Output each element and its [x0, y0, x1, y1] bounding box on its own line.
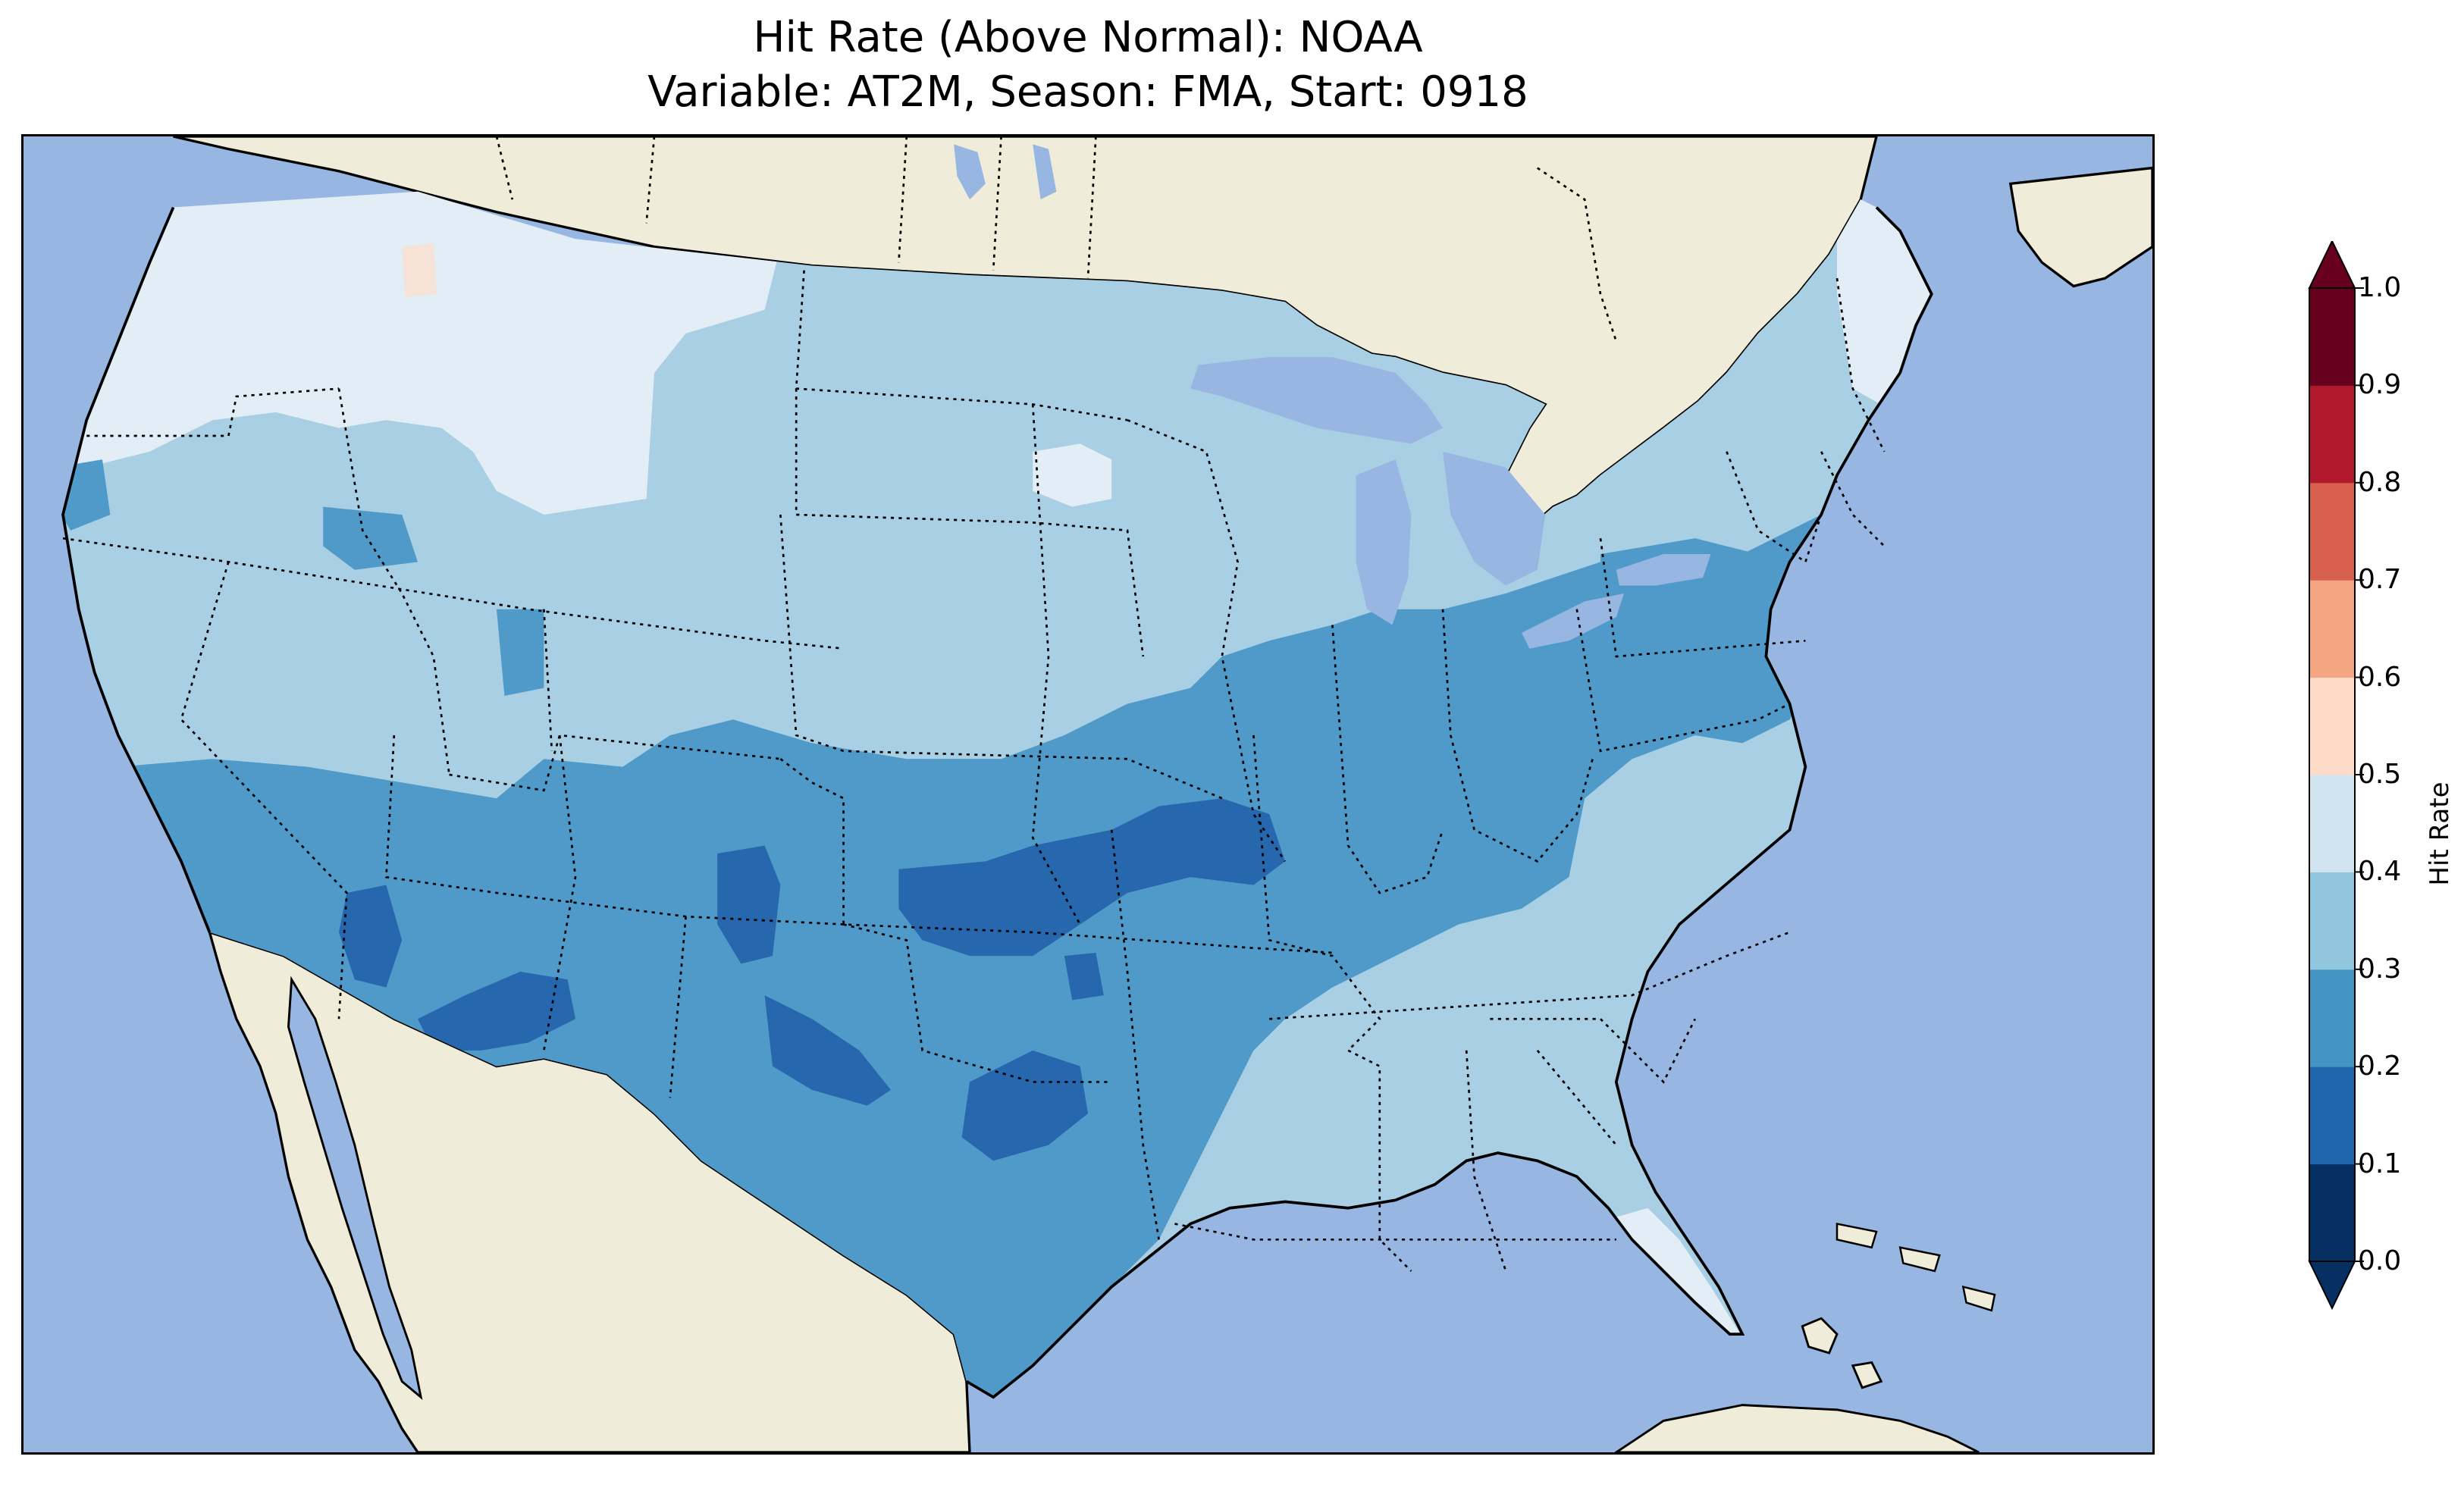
map-title: Hit Rate (Above Normal): NOAA Variable: … [21, 11, 2155, 120]
colorbar-tick-label: 0.0 [2358, 1245, 2402, 1276]
zone-az-nm-border [418, 971, 575, 1051]
lake-superior [1190, 357, 1443, 444]
colorbar-tick-label: 0.7 [2358, 564, 2402, 596]
colorbar-bin-9 [2309, 288, 2355, 386]
colorbar-tick-label: 0.3 [2358, 953, 2402, 985]
zone-az-se [339, 885, 403, 988]
zone-idaho-spot [323, 506, 418, 570]
title-line-2: Variable: AT2M, Season: FMA, Start: 0918 [647, 67, 1528, 117]
zone-central-texas [961, 1050, 1088, 1161]
zone-west-texas [764, 995, 891, 1106]
colorbar-bin-1 [2309, 1066, 2355, 1165]
colorbar-bin-8 [2309, 385, 2355, 484]
colorbar-tick-label: 0.1 [2358, 1148, 2402, 1179]
maritimes-land [2008, 166, 2152, 288]
colorbar-bin-5 [2309, 677, 2355, 775]
colorbar-tick-label: 0.6 [2358, 661, 2402, 693]
zone-ok-ar [898, 798, 1285, 957]
zone-ne-dakota-spot [1033, 443, 1112, 507]
colorbar-tick-label: 0.5 [2358, 759, 2402, 790]
zone-montana-spot [402, 243, 437, 298]
colorbar-tick-label: 0.9 [2358, 369, 2402, 401]
colorbar-bin-2 [2309, 969, 2355, 1067]
bahamas-land [1801, 1317, 1883, 1389]
title-line-1: Hit Rate (Above Normal): NOAA [753, 13, 1423, 62]
colorbar-bin-7 [2309, 482, 2355, 581]
colorbar-tick-label: 0.8 [2358, 466, 2402, 498]
colorbar-tick-label: 1.0 [2358, 272, 2402, 303]
colorbar-bin-4 [2309, 775, 2355, 872]
state-borders [62, 136, 1886, 1272]
colorbar-under-triangle [2308, 1261, 2356, 1311]
cuba-land [1614, 1404, 1980, 1452]
colorbar-bin-6 [2309, 580, 2355, 678]
colorbar [2308, 241, 2364, 1311]
colorbar-tick-label: 0.4 [2358, 856, 2402, 888]
lake-erie [1522, 593, 1625, 649]
baja-gulf [287, 976, 423, 1400]
colorbar-label: Hit Rate [2425, 781, 2455, 886]
lake-ontario [1616, 553, 1711, 586]
lake-huron [1443, 451, 1546, 586]
lake-michigan [1356, 459, 1412, 625]
map-panel [21, 134, 2155, 1455]
colorbar-tick-label: 0.2 [2358, 1051, 2402, 1082]
map-canvas [24, 136, 2152, 1452]
colorbar-bin-0 [2309, 1164, 2355, 1262]
colorbar-over-triangle [2308, 241, 2356, 289]
zone-ok-spot [1064, 952, 1104, 1001]
lake-winnipeg [954, 144, 1057, 200]
zone-nm-south [717, 845, 781, 964]
colorbar-bin-3 [2309, 872, 2355, 970]
zone-wyoming-spot [497, 609, 544, 697]
small-islands [1835, 1223, 1996, 1312]
us-coastline [61, 206, 1933, 1399]
